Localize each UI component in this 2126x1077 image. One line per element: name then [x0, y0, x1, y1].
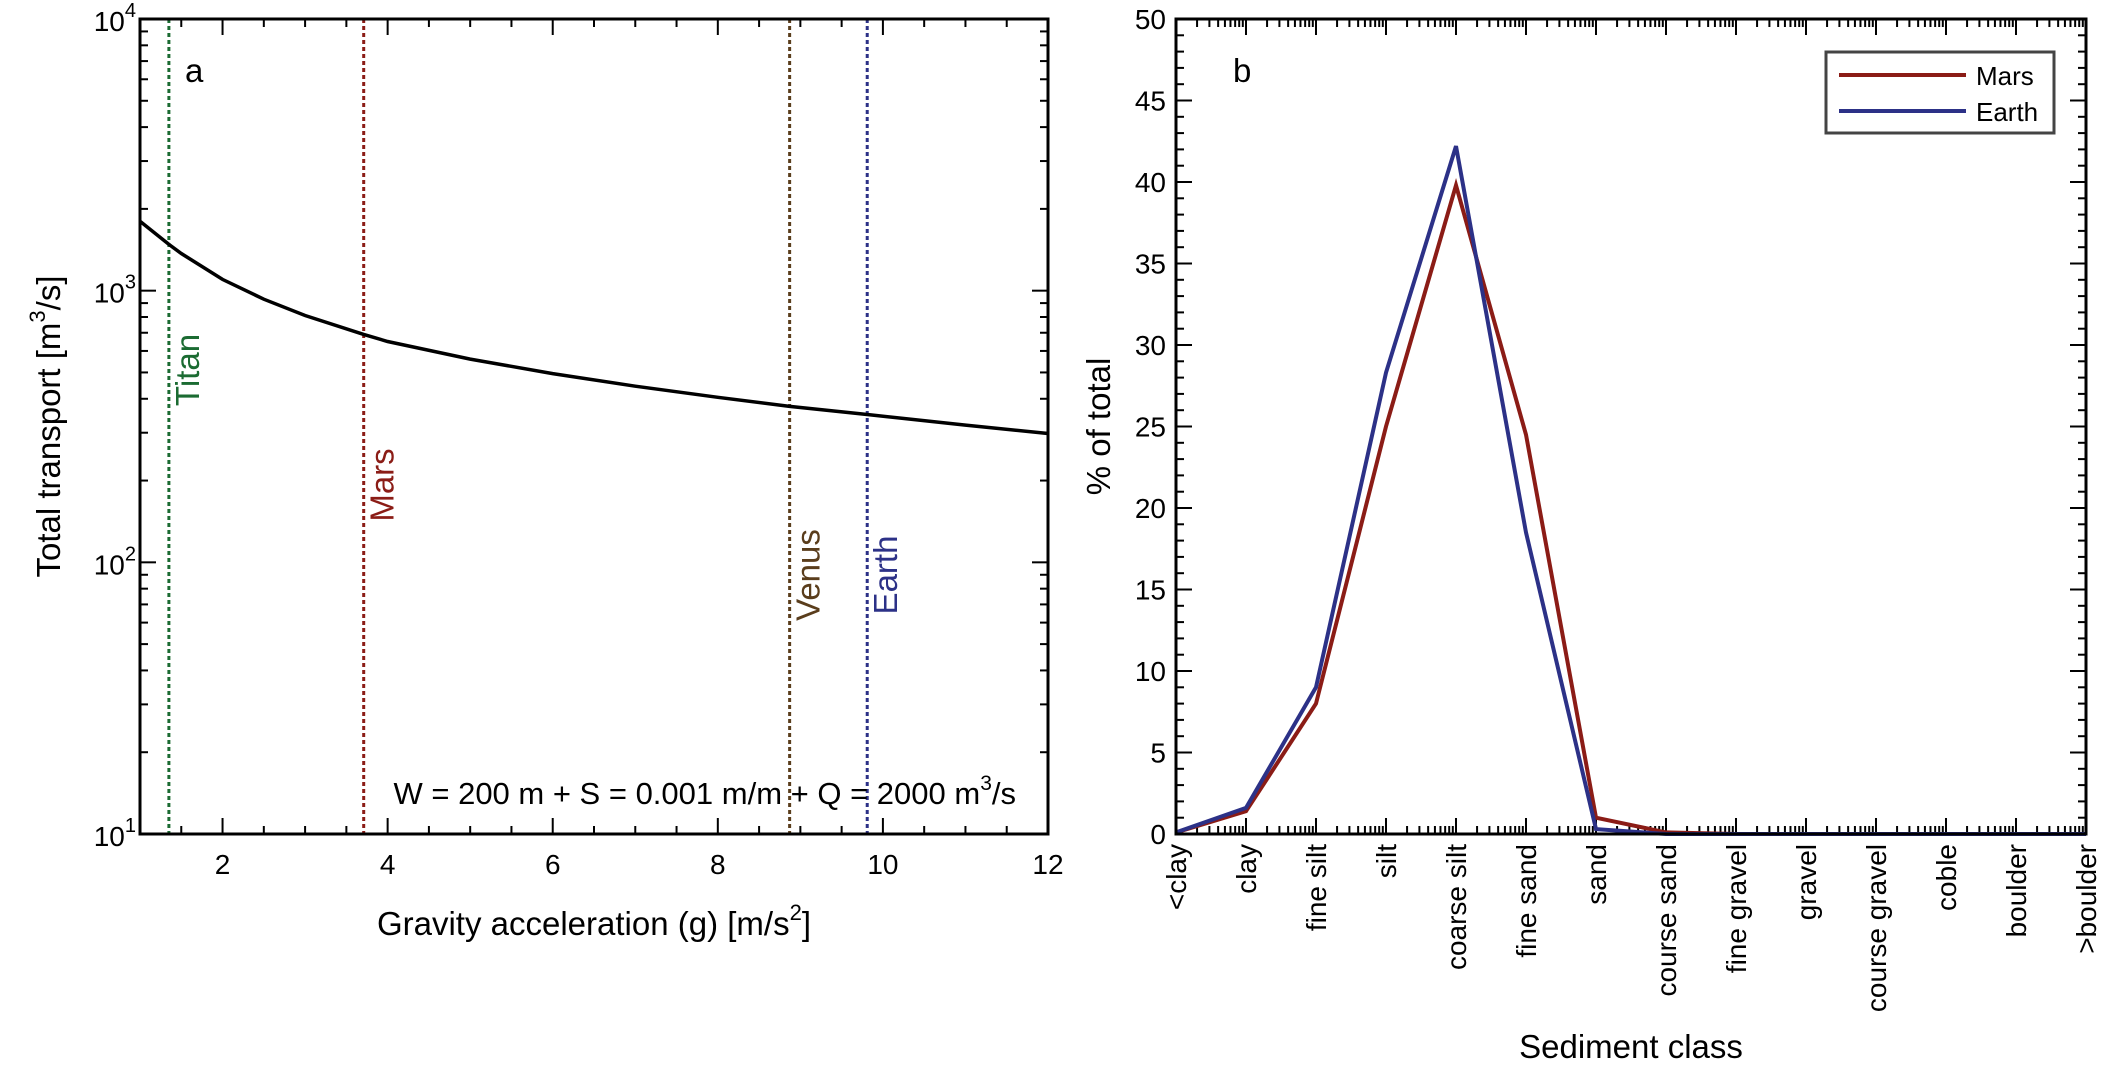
reference-label-mars: Mars: [364, 448, 401, 521]
x-tick-label: <clay: [1161, 844, 1192, 910]
x-tick-label: coble: [1931, 844, 1962, 911]
x-axis-label: Sediment class: [1519, 1028, 1743, 1065]
y-axis-label-end: /s]: [30, 275, 67, 310]
reference-label-earth: Earth: [867, 536, 904, 615]
y-tick-base: 10: [94, 6, 125, 37]
y-tick-label: 0: [1150, 819, 1166, 850]
legend-label-earth: Earth: [1976, 97, 2038, 127]
x-tick-label: 4: [380, 849, 396, 880]
x-tick-label: fine silt: [1301, 844, 1332, 931]
annotation: W = 200 m + S = 0.001 m/m + Q = 2000 m3/…: [393, 772, 1016, 811]
x-tick-label: 8: [710, 849, 726, 880]
y-tick-label: 35: [1135, 249, 1166, 280]
y-tick-label: 10: [1135, 656, 1166, 687]
y-tick-label: 104: [94, 0, 136, 37]
x-tick-label: coarse silt: [1441, 844, 1472, 970]
y-tick-label: 102: [94, 543, 136, 580]
plot-frame: [138, 17, 1050, 836]
x-tick-label: fine sand: [1511, 844, 1542, 958]
panel-b: 0 5 10 15 20 25 30 35 40 45 50 <clay clay fine silt si…: [1080, 4, 2102, 1065]
plot-frame: [1174, 17, 2088, 836]
x-tick-label: 12: [1032, 849, 1063, 880]
y-tick-label: 103: [94, 272, 136, 309]
x-tick-label: course sand: [1651, 844, 1682, 997]
x-tick-label: silt: [1371, 844, 1402, 878]
y-axis-label-text: Total transport [m: [30, 323, 67, 578]
x-tick-label: clay: [1231, 844, 1262, 894]
y-tick-base: 10: [94, 821, 125, 852]
x-tick-label: gravel: [1791, 844, 1822, 920]
annotation-end: /s: [992, 776, 1016, 811]
y-axis-label-sup: 3: [25, 310, 50, 322]
x-tick-label: >boulder: [2071, 844, 2102, 954]
legend: Mars Earth: [1824, 50, 2056, 135]
legend-label-mars: Mars: [1976, 61, 2034, 91]
y-tick-label: 25: [1135, 412, 1166, 443]
series-line-earth: [1175, 145, 2086, 836]
y-tick-base: 10: [94, 278, 125, 309]
reference-label-venus: Venus: [790, 529, 827, 621]
y-tick-label: 30: [1135, 330, 1166, 361]
x-axis-label-sup: 2: [790, 900, 802, 925]
y-tick-label: 50: [1135, 4, 1166, 35]
panel-label: a: [185, 52, 204, 89]
y-tick-exponent: 1: [125, 815, 136, 837]
x-tick-label: 6: [545, 849, 561, 880]
y-tick-label: 101: [94, 815, 136, 852]
y-axis-label: Total transport [m3/s]: [25, 275, 67, 577]
y-tick-exponent: 4: [125, 0, 136, 22]
y-tick-exponent: 3: [125, 272, 136, 294]
y-tick-label: 40: [1135, 167, 1166, 198]
y-axis-label: % of total: [1080, 358, 1117, 496]
panel-label: b: [1233, 52, 1251, 89]
x-axis-label: Gravity acceleration (g) [m/s2]: [377, 900, 811, 942]
y-tick-label: 20: [1135, 493, 1166, 524]
annotation-text: W = 200 m + S = 0.001 m/m + Q = 2000 m: [393, 776, 980, 811]
y-tick-label: 45: [1135, 86, 1166, 117]
x-axis-label-text: Gravity acceleration (g) [m/s: [377, 905, 790, 942]
annotation-sup: 3: [980, 772, 992, 795]
y-tick-label: 15: [1135, 575, 1166, 606]
y-tick-label: 5: [1150, 738, 1166, 769]
y-tick-exponent: 2: [125, 543, 136, 565]
reference-label-titan: Titan: [169, 334, 206, 406]
transport-curve: [138, 219, 1049, 436]
x-tick-label: boulder: [2001, 844, 2032, 937]
series-line-mars: [1175, 178, 2086, 836]
legend-box: [1824, 50, 2056, 135]
y-tick-base: 10: [94, 549, 125, 580]
x-tick-label: course gravel: [1861, 844, 1892, 1012]
x-tick-label: 10: [867, 849, 898, 880]
x-tick-label: 2: [215, 849, 231, 880]
x-tick-label: fine gravel: [1721, 844, 1752, 973]
x-axis-label-end: ]: [802, 905, 811, 942]
x-tick-label: sand: [1581, 844, 1612, 905]
